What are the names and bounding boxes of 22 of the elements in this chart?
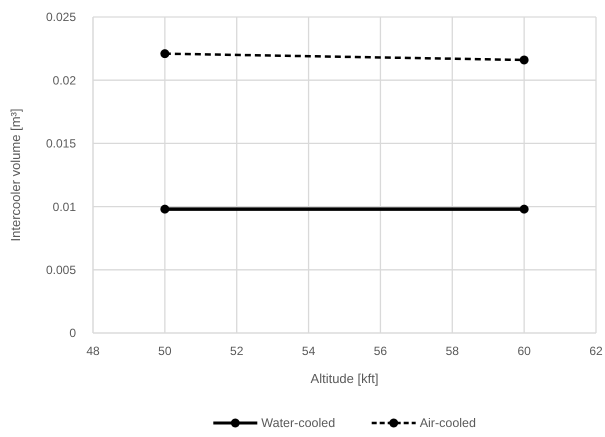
x-tick-label: 54 <box>302 344 316 358</box>
y-tick-label: 0 <box>69 326 76 340</box>
legend-label: Air-cooled <box>420 416 476 430</box>
y-tick-label: 0.01 <box>52 200 76 214</box>
y-tick-label: 0.025 <box>46 10 76 24</box>
x-tick-label: 60 <box>517 344 532 358</box>
point <box>520 204 529 214</box>
x-tick-label: 58 <box>446 344 460 358</box>
x-tick-label: 50 <box>158 344 172 358</box>
point <box>520 55 529 64</box>
x-tick-label: 56 <box>374 344 388 358</box>
y-tick-label: 0.015 <box>46 136 76 151</box>
y-axis-title: Intercooler volume [m³] <box>8 108 23 242</box>
x-tick-label: 48 <box>86 344 100 358</box>
x-tick-label: 62 <box>589 344 603 358</box>
x-tick-label: 52 <box>230 344 244 358</box>
point <box>160 49 170 58</box>
y-tick-label: 0.02 <box>52 73 76 88</box>
point <box>160 204 170 214</box>
x-axis-title: Altitude [kft] <box>310 371 378 386</box>
y-tick-label: 0.005 <box>46 263 76 277</box>
legend-label: Water-cooled <box>261 416 336 430</box>
